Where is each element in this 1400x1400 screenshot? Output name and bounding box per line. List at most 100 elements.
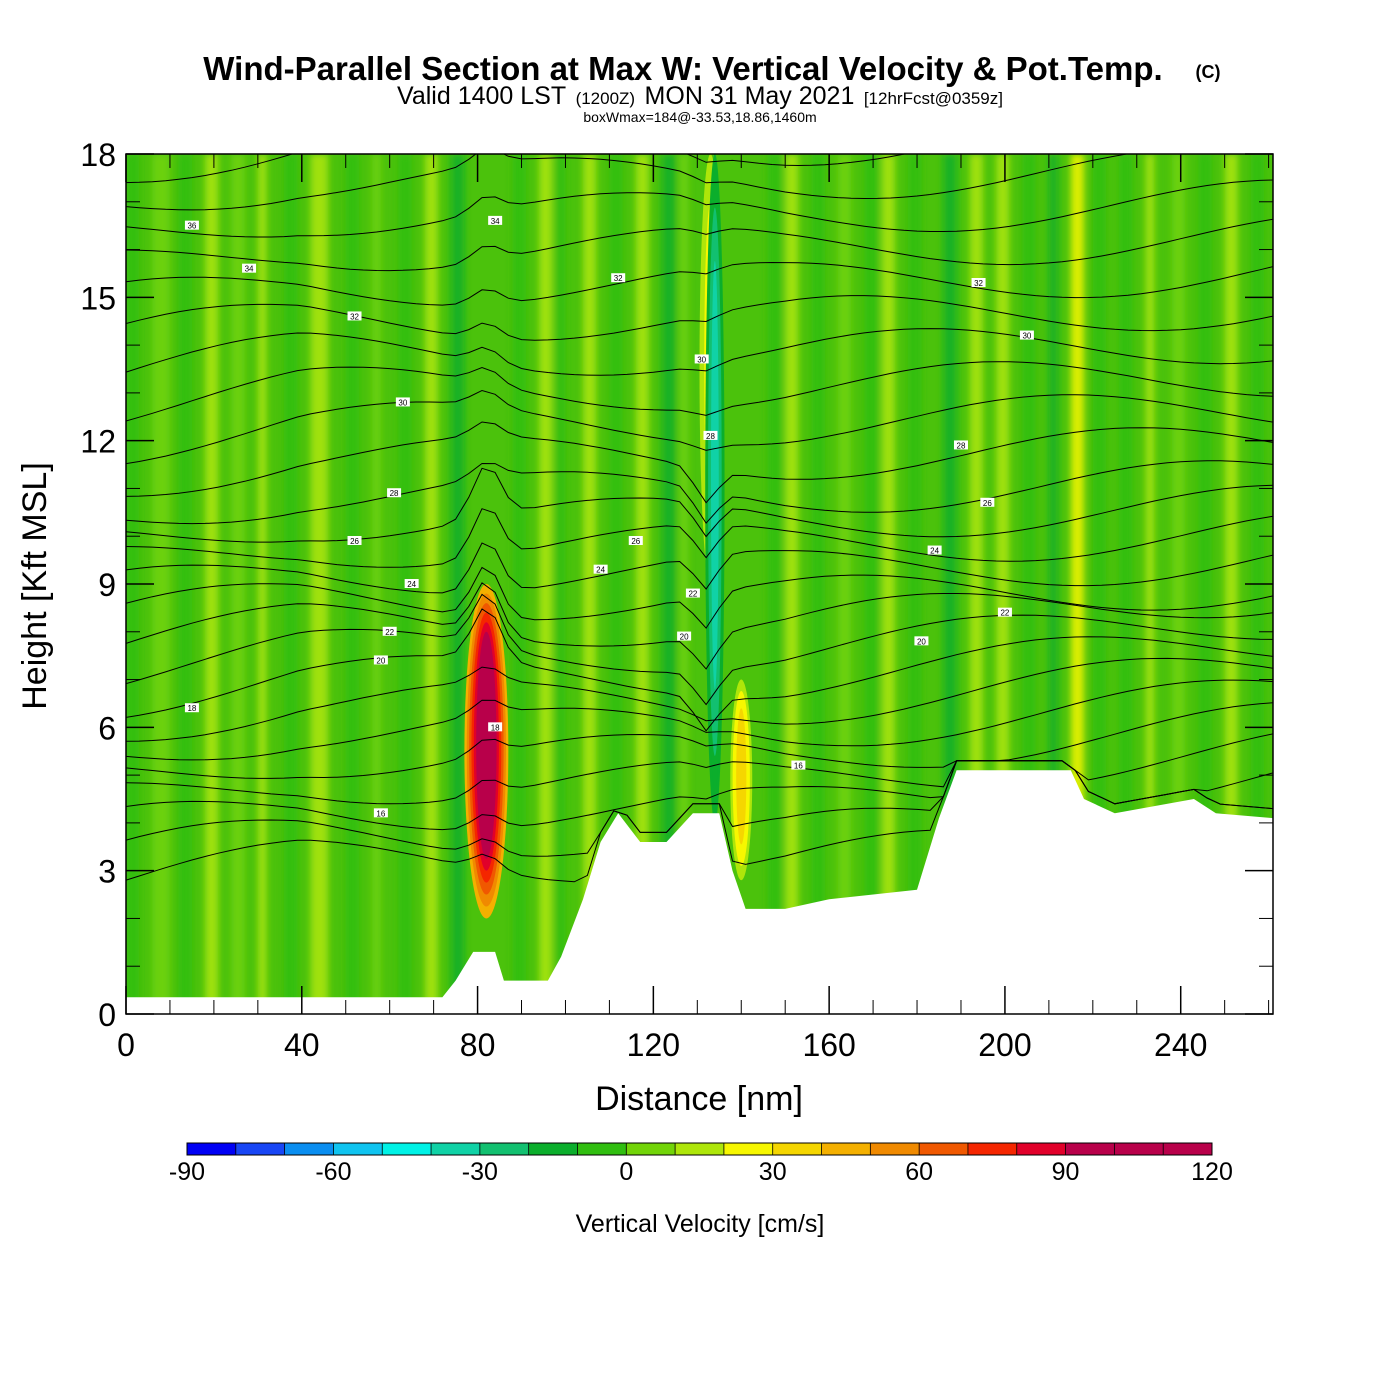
x-tick-label: 0 (117, 1027, 135, 1063)
theta-contour-line (126, 760, 1273, 831)
theta-contour-line (126, 608, 1273, 732)
theta-contour-line (126, 733, 1273, 805)
velocity-band (1048, 154, 1058, 1014)
velocity-band (837, 154, 852, 1014)
theta-label-text: 20 (917, 637, 926, 646)
x-tick-label: 160 (802, 1027, 855, 1063)
theta-label-bg (404, 579, 419, 588)
theta-label-bg (980, 497, 995, 507)
valid-time-line: Valid 1400 LST (1200Z) MON 31 May 2021 [… (397, 82, 1003, 110)
copyright-mark: (C) (1196, 62, 1221, 82)
velocity-band (881, 154, 896, 1014)
theta-label-bg (694, 354, 709, 364)
theta-contour-line (126, 295, 1273, 341)
theta-contour-line (126, 467, 1273, 543)
theta-label-text: 32 (350, 312, 359, 321)
theta-label-text: 26 (983, 499, 992, 508)
theta-label: 22 (997, 607, 1012, 618)
theta-label-text: 32 (614, 274, 623, 283)
theta-label: 34 (488, 215, 503, 226)
colorbar-swatch (187, 1143, 237, 1155)
colorbar-tick-label: -60 (315, 1158, 351, 1186)
velocity-band (372, 154, 381, 1014)
theta-label-text: 34 (245, 265, 254, 274)
colorbar-swatch (284, 1143, 334, 1155)
colorbar-swatch (431, 1143, 481, 1155)
theta-label-text: 24 (930, 547, 939, 556)
theta-label-bg (382, 626, 397, 636)
theta-contour-line (126, 460, 1273, 525)
theta-label-text: 32 (974, 279, 983, 288)
theta-label: 20 (373, 655, 388, 665)
colorbar-swatch (675, 1143, 725, 1155)
theta-label-text: 20 (376, 656, 385, 665)
valid-time-utc: (1200Z) (576, 89, 636, 108)
y-tick-label: 12 (80, 424, 116, 460)
colorbar-swatch (479, 1143, 530, 1155)
theta-label-text: 22 (688, 590, 697, 599)
theta-label: 24 (593, 564, 608, 575)
y-tick-label: 0 (98, 997, 116, 1033)
colorbar-tick-label: 120 (1191, 1158, 1233, 1186)
theta-label-bg (184, 220, 199, 230)
colorbar-tick-label: -90 (169, 1158, 205, 1186)
theta-label-text: 28 (390, 489, 399, 498)
x-tick-label: 80 (460, 1027, 496, 1063)
velocity-band (609, 154, 623, 1014)
colorbar-swatch (723, 1143, 774, 1155)
theta-label-text: 28 (706, 432, 715, 441)
theta-contour-line (126, 361, 1273, 422)
theta-label-text: 22 (1000, 609, 1009, 618)
velocity-band (1092, 154, 1107, 1014)
velocity-band (178, 154, 192, 1014)
theta-label-bg (953, 440, 968, 450)
theta-label: 32 (347, 311, 362, 321)
theta-label-bg (593, 564, 608, 574)
velocity-band (1224, 154, 1238, 1014)
colorbar-swatch (577, 1143, 627, 1155)
velocity-band (152, 154, 170, 1014)
theta-label-bg (927, 545, 942, 555)
velocity-band (310, 154, 329, 1014)
theta-label-text: 36 (187, 222, 196, 231)
theta-label-text: 20 (680, 633, 689, 642)
theta-label: 30 (694, 354, 709, 364)
y-tick-label: 6 (98, 710, 116, 746)
theta-label: 16 (791, 760, 806, 771)
theta-label: 34 (242, 263, 257, 274)
theta-contour-line (126, 179, 1273, 238)
y-tick-label: 18 (80, 137, 116, 173)
velocity-band (424, 154, 439, 1014)
theta-contour-line (126, 702, 1273, 779)
theta-label-text: 30 (398, 398, 407, 407)
x-axis-label: Distance [nm] (595, 1080, 803, 1118)
theta-contour-line (126, 154, 907, 184)
colorbar-swatch (235, 1143, 286, 1155)
theta-contour-line (126, 679, 1273, 761)
theta-label: 28 (953, 440, 968, 450)
y-tick-label: 3 (98, 854, 116, 890)
colorbar-tick-label: 60 (905, 1158, 933, 1186)
velocity-band (345, 154, 359, 1014)
theta-label-text: 24 (407, 580, 416, 589)
theta-label: 26 (347, 536, 362, 546)
theta-label-text: 18 (491, 723, 500, 732)
theta-label: 28 (703, 430, 718, 441)
theta-label: 30 (1019, 330, 1034, 341)
theta-contour-line (126, 542, 1273, 594)
x-tick-label: 200 (978, 1027, 1031, 1063)
box-wmax-info: boxWmax=184@-33.53,18.86,1460m (583, 109, 816, 125)
velocity-band (1145, 154, 1155, 1014)
theta-label: 24 (404, 579, 419, 589)
theta-label-bg (184, 703, 199, 713)
theta-label-text: 26 (631, 537, 640, 546)
valid-date: MON 31 May 2021 (645, 82, 855, 110)
theta-label-bg (997, 607, 1012, 617)
colorbar-frame (186, 1142, 1213, 1156)
colorbar-swatch (870, 1143, 920, 1155)
theta-label-bg (395, 397, 410, 407)
velocity-band (539, 154, 553, 1014)
theta-contour-line (126, 261, 1273, 306)
x-axis: 0 40 80 120 160 200 240 (117, 154, 1270, 1063)
